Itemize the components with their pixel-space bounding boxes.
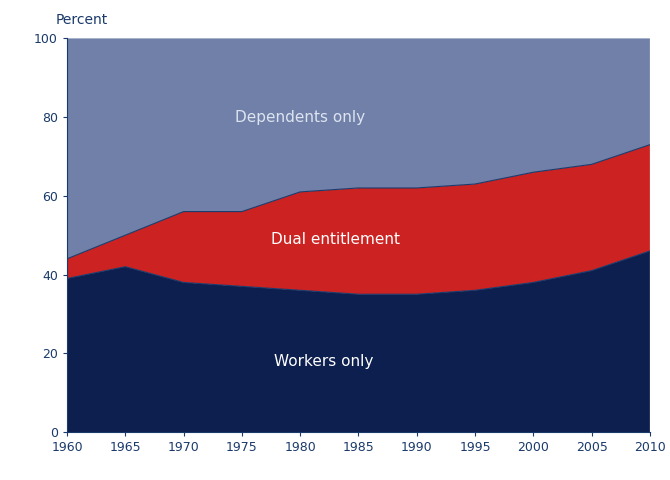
Text: Workers only: Workers only [274, 354, 373, 369]
Text: Dual entitlement: Dual entitlement [271, 232, 399, 247]
Text: Percent: Percent [56, 12, 108, 26]
Text: Dependents only: Dependents only [235, 109, 365, 125]
